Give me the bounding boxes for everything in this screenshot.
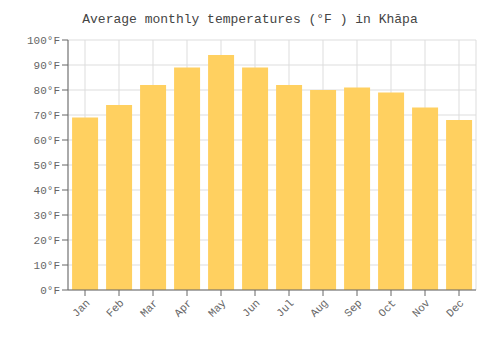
svg-text:80°F: 80°F — [34, 85, 60, 97]
svg-text:10°F: 10°F — [34, 260, 60, 272]
svg-text:70°F: 70°F — [34, 110, 60, 122]
svg-text:Sep: Sep — [342, 297, 364, 319]
svg-text:Aug: Aug — [308, 297, 330, 319]
svg-text:Dec: Dec — [444, 297, 466, 319]
svg-text:Jan: Jan — [70, 297, 92, 319]
svg-text:30°F: 30°F — [34, 210, 60, 222]
svg-text:Jun: Jun — [240, 297, 262, 319]
svg-text:90°F: 90°F — [34, 60, 60, 72]
svg-text:0°F: 0°F — [40, 285, 60, 297]
svg-text:Apr: Apr — [172, 297, 194, 319]
svg-text:Feb: Feb — [104, 297, 126, 319]
html-text:Average monthly temperatures (: Average monthly temperatures (°F ) in Kh… — [82, 12, 418, 27]
svg-text:60°F: 60°F — [34, 135, 60, 147]
svg-text:40°F: 40°F — [34, 185, 60, 197]
svg-text:Mar: Mar — [138, 297, 160, 319]
svg-text:100°F: 100°F — [27, 35, 60, 47]
svg-text:May: May — [206, 297, 229, 320]
svg-text:Nov: Nov — [410, 297, 433, 320]
svg-text:20°F: 20°F — [34, 235, 60, 247]
svg-text:Oct: Oct — [376, 297, 398, 319]
svg-text:Jul: Jul — [274, 297, 296, 319]
svg-text:50°F: 50°F — [34, 160, 60, 172]
